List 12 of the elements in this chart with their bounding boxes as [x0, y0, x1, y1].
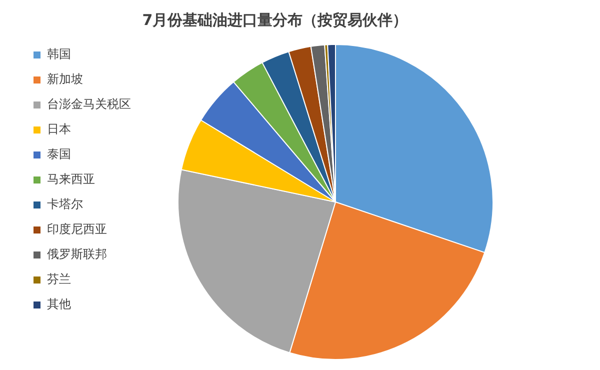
- legend-label: 卡塔尔: [47, 197, 83, 212]
- legend-label: 印度尼西亚: [47, 222, 107, 236]
- legend-label: 台澎金马关税区: [47, 97, 131, 112]
- legend-label: 泰国: [47, 147, 71, 162]
- chart-title: 7月份基础油进口量分布（按贸易伙伴）: [142, 10, 408, 29]
- legend-label: 芬兰: [47, 272, 71, 286]
- legend-label: 其他: [47, 297, 71, 312]
- legend-label: 马来西亚: [47, 172, 95, 186]
- legend-label: 韩国: [47, 47, 71, 62]
- legend-label: 新加坡: [47, 72, 83, 86]
- legend-label: 俄罗斯联邦: [47, 247, 107, 262]
- legend-label: 日本: [47, 122, 71, 136]
